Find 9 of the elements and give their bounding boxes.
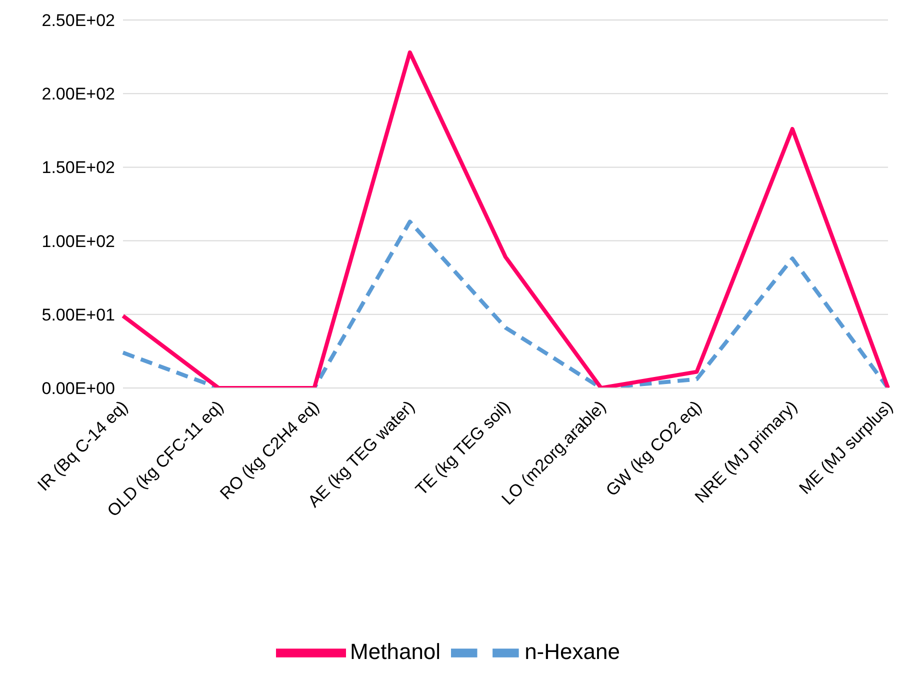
y-tick-label: 5.00E+01 <box>42 305 115 324</box>
legend-label: n-Hexane <box>524 638 620 664</box>
y-tick-label: 2.50E+02 <box>42 11 115 30</box>
line-series <box>121 50 890 388</box>
legend-label: Methanol <box>350 638 441 664</box>
y-tick-label: 2.00E+02 <box>42 84 115 104</box>
y-tick-label: 1.00E+02 <box>42 232 115 251</box>
y-tick-label: 1.50E+02 <box>42 158 115 178</box>
y-tick-label: 0.00E+00 <box>42 379 115 398</box>
